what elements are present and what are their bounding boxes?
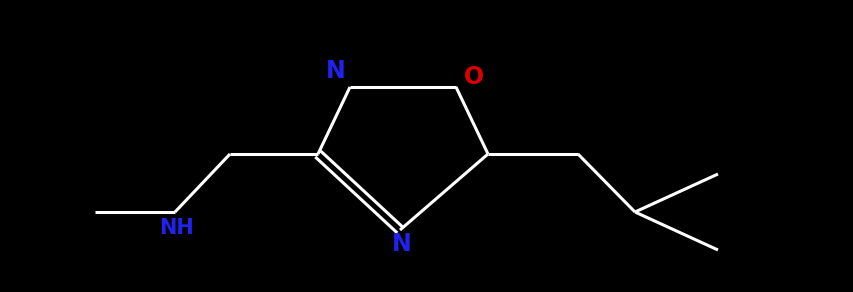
Text: O: O (463, 65, 484, 89)
Text: NH: NH (160, 218, 194, 238)
Text: N: N (392, 232, 411, 256)
Text: N: N (326, 59, 345, 83)
